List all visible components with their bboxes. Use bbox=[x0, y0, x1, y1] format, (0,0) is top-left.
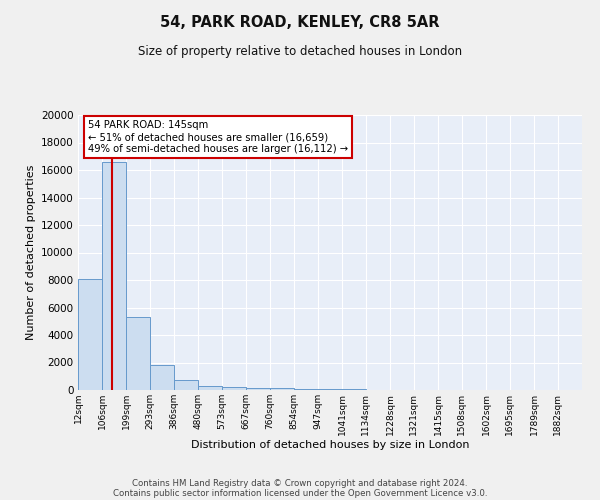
Bar bbox=[246, 388, 270, 390]
Bar bbox=[150, 364, 174, 390]
Bar bbox=[294, 388, 318, 390]
Text: Size of property relative to detached houses in London: Size of property relative to detached ho… bbox=[138, 45, 462, 58]
Bar bbox=[198, 386, 222, 390]
Bar bbox=[318, 389, 342, 390]
Bar bbox=[78, 278, 102, 390]
Text: 54, PARK ROAD, KENLEY, CR8 5AR: 54, PARK ROAD, KENLEY, CR8 5AR bbox=[160, 15, 440, 30]
Bar bbox=[102, 162, 126, 390]
Text: 54 PARK ROAD: 145sqm
← 51% of detached houses are smaller (16,659)
49% of semi-d: 54 PARK ROAD: 145sqm ← 51% of detached h… bbox=[88, 120, 348, 154]
Text: Contains public sector information licensed under the Open Government Licence v3: Contains public sector information licen… bbox=[113, 488, 487, 498]
Y-axis label: Number of detached properties: Number of detached properties bbox=[26, 165, 35, 340]
Text: Contains HM Land Registry data © Crown copyright and database right 2024.: Contains HM Land Registry data © Crown c… bbox=[132, 478, 468, 488]
Bar bbox=[270, 388, 294, 390]
Bar bbox=[222, 387, 246, 390]
Bar bbox=[126, 317, 150, 390]
X-axis label: Distribution of detached houses by size in London: Distribution of detached houses by size … bbox=[191, 440, 469, 450]
Bar bbox=[174, 380, 198, 390]
